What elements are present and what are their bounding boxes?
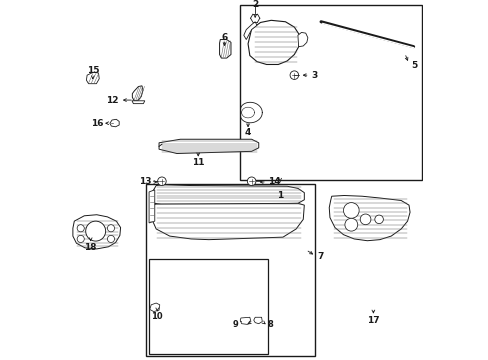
Circle shape bbox=[344, 218, 357, 231]
Text: 12: 12 bbox=[105, 96, 118, 105]
Text: 18: 18 bbox=[84, 243, 97, 252]
Text: 11: 11 bbox=[192, 158, 204, 167]
Circle shape bbox=[107, 225, 114, 232]
Polygon shape bbox=[240, 317, 250, 324]
Polygon shape bbox=[253, 317, 262, 324]
Text: 4: 4 bbox=[244, 128, 251, 137]
Text: 16: 16 bbox=[91, 119, 103, 128]
Polygon shape bbox=[219, 40, 230, 58]
Circle shape bbox=[157, 177, 166, 185]
Text: 1: 1 bbox=[276, 191, 283, 200]
Bar bbox=[240, 5, 421, 180]
Text: 13: 13 bbox=[139, 177, 151, 186]
Circle shape bbox=[77, 225, 84, 232]
Circle shape bbox=[247, 177, 255, 185]
Circle shape bbox=[77, 235, 84, 243]
Circle shape bbox=[343, 203, 358, 218]
Text: 14: 14 bbox=[268, 177, 281, 186]
Polygon shape bbox=[132, 101, 144, 104]
Polygon shape bbox=[73, 215, 121, 249]
Text: 10: 10 bbox=[151, 312, 163, 321]
Text: 17: 17 bbox=[366, 316, 379, 325]
Polygon shape bbox=[149, 190, 155, 223]
Polygon shape bbox=[86, 72, 99, 84]
Circle shape bbox=[360, 214, 370, 225]
Text: 5: 5 bbox=[410, 62, 417, 71]
Polygon shape bbox=[297, 32, 307, 47]
Polygon shape bbox=[159, 139, 258, 153]
Circle shape bbox=[289, 71, 298, 80]
Polygon shape bbox=[244, 22, 256, 40]
Polygon shape bbox=[247, 20, 299, 64]
Polygon shape bbox=[132, 86, 142, 101]
Circle shape bbox=[374, 215, 383, 224]
Bar bbox=[145, 184, 314, 356]
Text: 7: 7 bbox=[317, 252, 323, 261]
Polygon shape bbox=[110, 119, 119, 127]
Polygon shape bbox=[152, 203, 304, 240]
Text: 9: 9 bbox=[233, 320, 238, 329]
Polygon shape bbox=[149, 303, 160, 311]
Bar bbox=[149, 258, 267, 354]
Text: 15: 15 bbox=[86, 66, 99, 75]
Circle shape bbox=[107, 235, 114, 243]
Polygon shape bbox=[152, 185, 304, 205]
Polygon shape bbox=[328, 195, 409, 241]
Text: 6: 6 bbox=[221, 33, 227, 42]
Text: 8: 8 bbox=[267, 320, 272, 329]
Text: 3: 3 bbox=[311, 71, 317, 80]
Circle shape bbox=[85, 221, 105, 241]
Text: 2: 2 bbox=[251, 0, 258, 9]
